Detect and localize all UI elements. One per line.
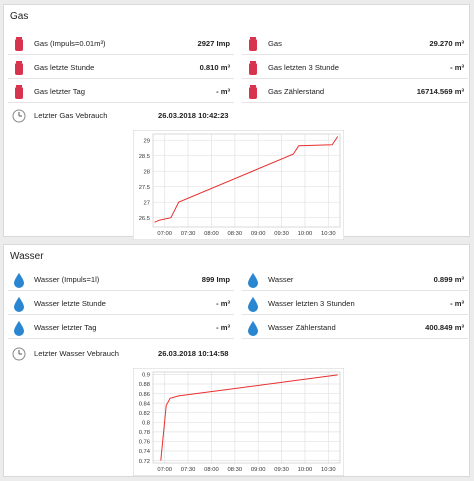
wasser-last-3h-row[interactable]: Wasser letzten 3 Stunden - m³	[242, 294, 468, 315]
water-drop-icon	[246, 272, 260, 288]
x-tick-label: 07:00	[157, 231, 172, 237]
series-line	[154, 136, 339, 223]
water-drop-icon	[12, 320, 26, 336]
gas-bottle-icon	[12, 36, 26, 52]
row-label: Wasser	[268, 275, 294, 284]
gas-bottle-icon	[12, 84, 26, 100]
gas-last-usage-row[interactable]: Letzter Gas Vebrauch 26.03.2018 10:42:23	[8, 106, 468, 127]
x-tick-label: 10:30	[321, 231, 336, 237]
gas-last-hour-row[interactable]: Gas letzte Stunde 0.810 m³	[8, 58, 234, 79]
gas-chart: 26.5 27 27.5 28 28.5 29 07:00 07:30 08:00 08:30 09…	[133, 130, 344, 240]
row-label: Letzter Gas Vebrauch	[34, 111, 108, 120]
y-tick-label: 26.5	[139, 216, 150, 222]
x-tick-label: 07:00	[157, 467, 172, 473]
row-value: - m³	[216, 323, 230, 332]
row-label: Gas letzten 3 Stunde	[268, 63, 339, 72]
x-tick-label: 08:00	[204, 467, 219, 473]
y-tick-label: 0.72	[139, 459, 150, 465]
gas-card-title: Gas	[10, 11, 29, 22]
gas-card: Gas Gas (Impuls=0.01m³) 2927 Imp Gas let…	[3, 4, 470, 240]
wasser-card-title: Wasser	[10, 251, 44, 262]
gas-last-day-row[interactable]: Gas letzter Tag - m³	[8, 82, 234, 103]
y-tick-label: 27	[144, 200, 150, 206]
row-value: - m³	[450, 63, 464, 72]
gas-bottle-icon	[12, 60, 26, 76]
gas-bottle-icon	[246, 36, 260, 52]
row-label: Gas Zählerstand	[268, 87, 325, 96]
row-label: Letzter Wasser Vebrauch	[34, 349, 119, 358]
row-label: Wasser letzter Tag	[34, 323, 97, 332]
row-value: - m³	[216, 299, 230, 308]
row-label: Wasser letzten 3 Stunden	[268, 299, 355, 308]
row-label: Wasser letzte Stunde	[34, 299, 106, 308]
clock-icon	[12, 108, 26, 124]
wasser-impulse-row[interactable]: Wasser (Impuls=1l) 899 Imp	[8, 270, 234, 291]
x-tick-label: 08:30	[228, 467, 243, 473]
row-label: Gas letzter Tag	[34, 87, 85, 96]
y-tick-label: 0.78	[139, 430, 150, 436]
wasser-last-usage-row[interactable]: Letzter Wasser Vebrauch 26.03.2018 10:14…	[8, 344, 468, 365]
gas-last-3h-row[interactable]: Gas letzten 3 Stunde - m³	[242, 58, 468, 79]
row-label: Gas letzte Stunde	[34, 63, 95, 72]
row-value: 0.810 m³	[199, 63, 230, 72]
gas-bottle-icon	[246, 60, 260, 76]
y-tick-label: 28	[144, 169, 150, 175]
water-drop-icon	[246, 320, 260, 336]
water-drop-icon	[12, 272, 26, 288]
y-tick-label: 27.5	[139, 185, 150, 191]
gas-bottle-icon	[246, 84, 260, 100]
y-tick-label: 0.8	[142, 420, 150, 426]
water-drop-icon	[246, 296, 260, 312]
row-value: 0.899 m³	[433, 275, 464, 284]
x-tick-label: 07:30	[181, 467, 196, 473]
y-tick-label: 0.86	[139, 392, 150, 398]
y-tick-label: 0.74	[139, 449, 151, 455]
row-label: Wasser (Impuls=1l)	[34, 275, 100, 284]
x-tick-label: 10:00	[298, 467, 313, 473]
x-tick-label: 09:00	[251, 231, 266, 237]
row-value: - m³	[450, 299, 464, 308]
row-value: 2927 Imp	[197, 39, 230, 48]
chart-background	[133, 130, 344, 240]
wasser-meter-row[interactable]: Wasser Zählerstand 400.849 m³	[242, 318, 468, 339]
y-tick-label: 0.82	[139, 411, 150, 417]
gas-impulse-row[interactable]: Gas (Impuls=0.01m³) 2927 Imp	[8, 34, 234, 55]
wasser-card: Wasser Wasser (Impuls=1l) 899 Imp Wasser…	[3, 244, 470, 477]
wasser-chart: 0.72 0.74 0.76 0.78 0.8 0.82 0.84 0.86 0.88 0.9 07…	[133, 368, 344, 476]
row-value: 26.03.2018 10:14:58	[158, 349, 229, 358]
water-drop-icon	[12, 296, 26, 312]
y-tick-label: 28.5	[139, 154, 150, 160]
gas-meter-row[interactable]: Gas Zählerstand 16714.569 m³	[242, 82, 468, 103]
clock-icon	[12, 346, 26, 362]
x-tick-label: 09:30	[274, 231, 289, 237]
plot-area	[152, 133, 341, 228]
row-value: 16714.569 m³	[416, 87, 464, 96]
gas-total-row[interactable]: Gas 29.270 m³	[242, 34, 468, 55]
plot-area	[152, 371, 341, 464]
x-tick-label: 09:30	[274, 467, 289, 473]
row-value: 29.270 m³	[429, 39, 464, 48]
wasser-last-day-row[interactable]: Wasser letzter Tag - m³	[8, 318, 234, 339]
row-label: Gas	[268, 39, 282, 48]
row-label: Gas (Impuls=0.01m³)	[34, 39, 106, 48]
series-line	[160, 374, 338, 461]
y-tick-label: 0.88	[139, 382, 150, 388]
wasser-total-row[interactable]: Wasser 0.899 m³	[242, 270, 468, 291]
x-tick-label: 10:00	[298, 231, 313, 237]
x-tick-label: 07:30	[181, 231, 196, 237]
y-tick-label: 29	[144, 138, 150, 144]
row-label: Wasser Zählerstand	[268, 323, 336, 332]
x-tick-label: 08:00	[204, 231, 219, 237]
x-tick-label: 08:30	[228, 231, 243, 237]
y-tick-label: 0.76	[139, 440, 150, 446]
x-tick-label: 09:00	[251, 467, 266, 473]
row-value: 400.849 m³	[425, 323, 464, 332]
y-tick-label: 0.84	[139, 401, 151, 407]
row-value: - m³	[216, 87, 230, 96]
row-value: 26.03.2018 10:42:23	[158, 111, 229, 120]
y-tick-label: 0.9	[142, 373, 150, 379]
x-tick-label: 10:30	[321, 467, 336, 473]
row-value: 899 Imp	[201, 275, 230, 284]
wasser-last-hour-row[interactable]: Wasser letzte Stunde - m³	[8, 294, 234, 315]
